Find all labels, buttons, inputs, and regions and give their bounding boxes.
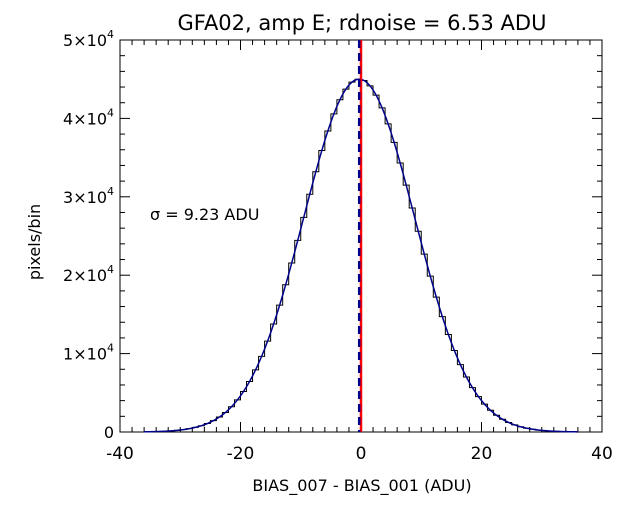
sigma-annotation: σ = 9.23 ADU [150, 205, 259, 224]
chart-title: GFA02, amp E; rdnoise = 6.53 ADU [178, 11, 547, 35]
y-tick-label: 4×104 [63, 106, 114, 128]
x-tick-label: -20 [227, 444, 255, 464]
y-tick-label: 5×104 [63, 28, 114, 50]
y-axis-label: pixels/bin [25, 204, 44, 280]
x-tick-label: -40 [106, 444, 134, 464]
x-tick-label: 20 [471, 444, 493, 464]
y-tick-label: 3×104 [63, 185, 114, 207]
x-tick-label: 0 [356, 444, 367, 464]
y-tick-label: 2×104 [63, 263, 114, 285]
plot-area: -40 -20 0 20 40 0 1×104 2×104 3×104 4×104 5×104 [63, 28, 613, 464]
y-tick-label: 1×104 [63, 342, 114, 364]
x-axis-label: BIAS_007 - BIAS_001 (ADU) [252, 476, 471, 496]
y-tick-label: 0 [104, 423, 114, 442]
x-tick-label: 40 [591, 444, 613, 464]
